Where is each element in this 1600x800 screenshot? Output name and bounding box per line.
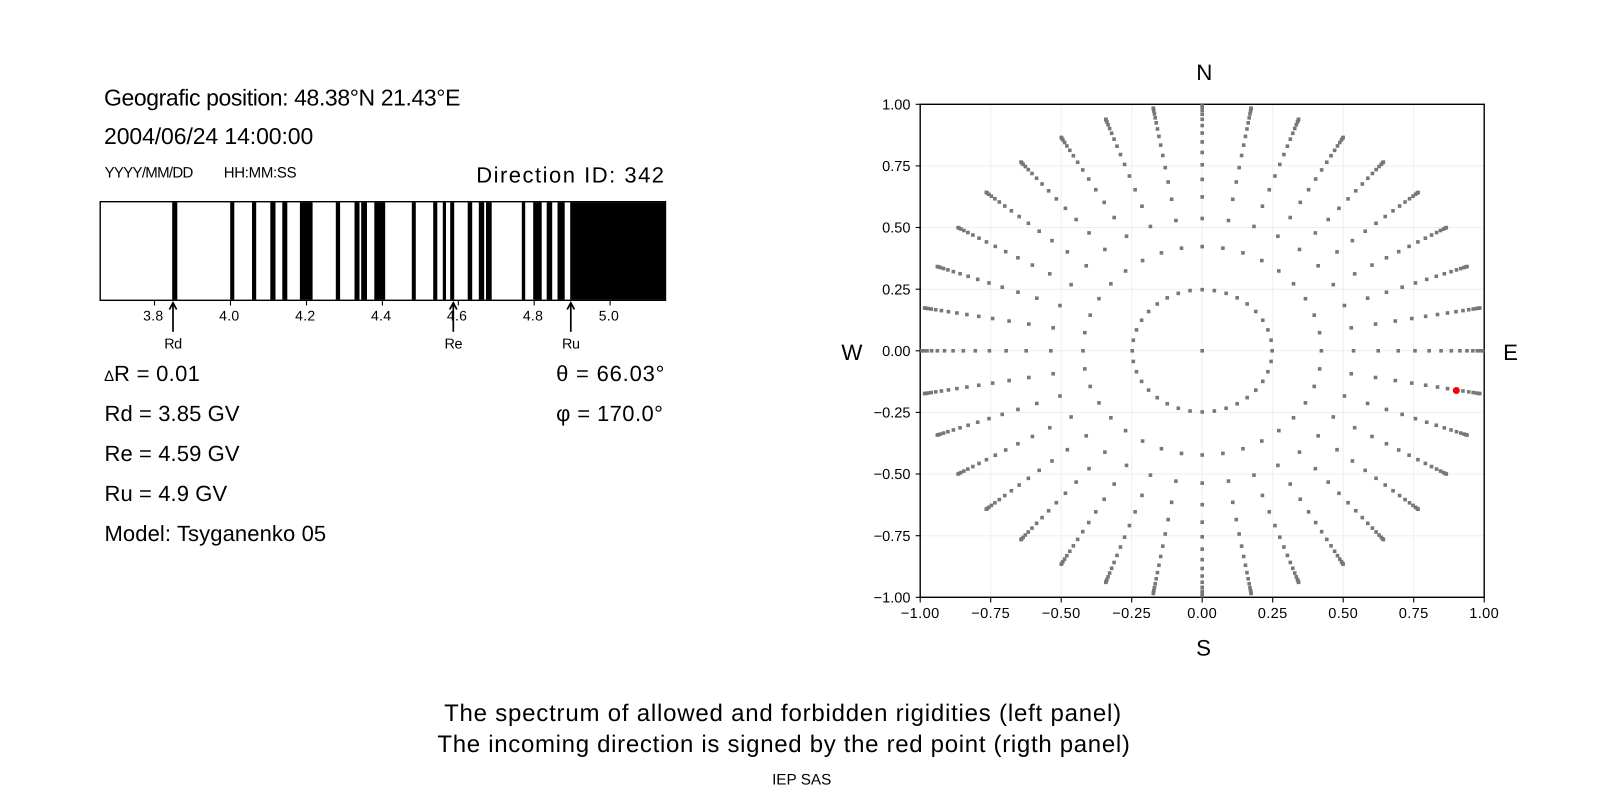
svg-text:−1.00: −1.00 <box>901 606 940 622</box>
svg-text:2004/06/24 14:00:00: 2004/06/24 14:00:00 <box>104 123 313 149</box>
svg-text:4.8: 4.8 <box>523 307 543 323</box>
svg-text:Ru = 4.9 GV: Ru = 4.9 GV <box>105 481 228 506</box>
svg-text:θ = 66.03°: θ = 66.03° <box>556 361 665 386</box>
svg-text:1.00: 1.00 <box>1469 606 1499 622</box>
svg-text:4.0: 4.0 <box>219 307 239 323</box>
svg-text:4.6: 4.6 <box>447 307 467 323</box>
svg-text:0.50: 0.50 <box>1328 606 1358 622</box>
svg-text:∆R = 0.01: ∆R = 0.01 <box>105 361 201 386</box>
svg-text:Direction ID: 342: Direction ID: 342 <box>476 163 665 188</box>
svg-text:0.75: 0.75 <box>882 159 910 175</box>
svg-text:IEP SAS: IEP SAS <box>772 772 831 789</box>
svg-text:Re = 4.59 GV: Re = 4.59 GV <box>105 441 240 466</box>
svg-text:1.00: 1.00 <box>882 98 910 114</box>
svg-text:The spectrum of allowed and fo: The spectrum of allowed and forbidden ri… <box>444 700 1122 727</box>
svg-text:4.4: 4.4 <box>371 307 391 323</box>
svg-text:5.0: 5.0 <box>599 307 619 323</box>
svg-text:4.2: 4.2 <box>295 307 315 323</box>
svg-text:0.75: 0.75 <box>1399 606 1429 622</box>
svg-text:Rd: Rd <box>164 337 182 353</box>
svg-text:0.00: 0.00 <box>882 344 910 360</box>
svg-text:−0.25: −0.25 <box>874 406 911 422</box>
svg-text:0.25: 0.25 <box>1258 606 1288 622</box>
svg-text:Ru: Ru <box>562 337 580 353</box>
svg-text:−0.75: −0.75 <box>971 606 1010 622</box>
svg-text:−0.25: −0.25 <box>1112 606 1151 622</box>
svg-text:0.00: 0.00 <box>1187 606 1217 622</box>
svg-text:N: N <box>1196 60 1212 85</box>
svg-text:Re: Re <box>444 337 462 353</box>
svg-text:HH:MM:SS: HH:MM:SS <box>224 164 297 181</box>
svg-text:Geografic position: 48.38°N 21: Geografic position: 48.38°N 21.43°E <box>104 85 460 111</box>
svg-text:E: E <box>1503 340 1518 365</box>
svg-text:0.25: 0.25 <box>882 282 910 298</box>
svg-text:0.50: 0.50 <box>882 221 910 237</box>
svg-text:−0.75: −0.75 <box>874 529 911 545</box>
svg-text:Model: Tsyganenko 05: Model: Tsyganenko 05 <box>105 521 327 546</box>
svg-text:−0.50: −0.50 <box>874 467 911 483</box>
svg-text:−1.00: −1.00 <box>874 591 911 607</box>
svg-text:φ = 170.0°: φ = 170.0° <box>556 401 663 426</box>
svg-text:YYYY/MM/DD: YYYY/MM/DD <box>105 164 194 181</box>
svg-text:W: W <box>841 340 862 365</box>
svg-text:3.8: 3.8 <box>143 307 163 323</box>
svg-text:S: S <box>1196 636 1211 661</box>
svg-text:−0.50: −0.50 <box>1042 606 1081 622</box>
svg-text:The incoming direction is sign: The incoming direction is signed by the … <box>437 731 1130 758</box>
svg-text:Rd = 3.85 GV: Rd = 3.85 GV <box>105 401 240 426</box>
